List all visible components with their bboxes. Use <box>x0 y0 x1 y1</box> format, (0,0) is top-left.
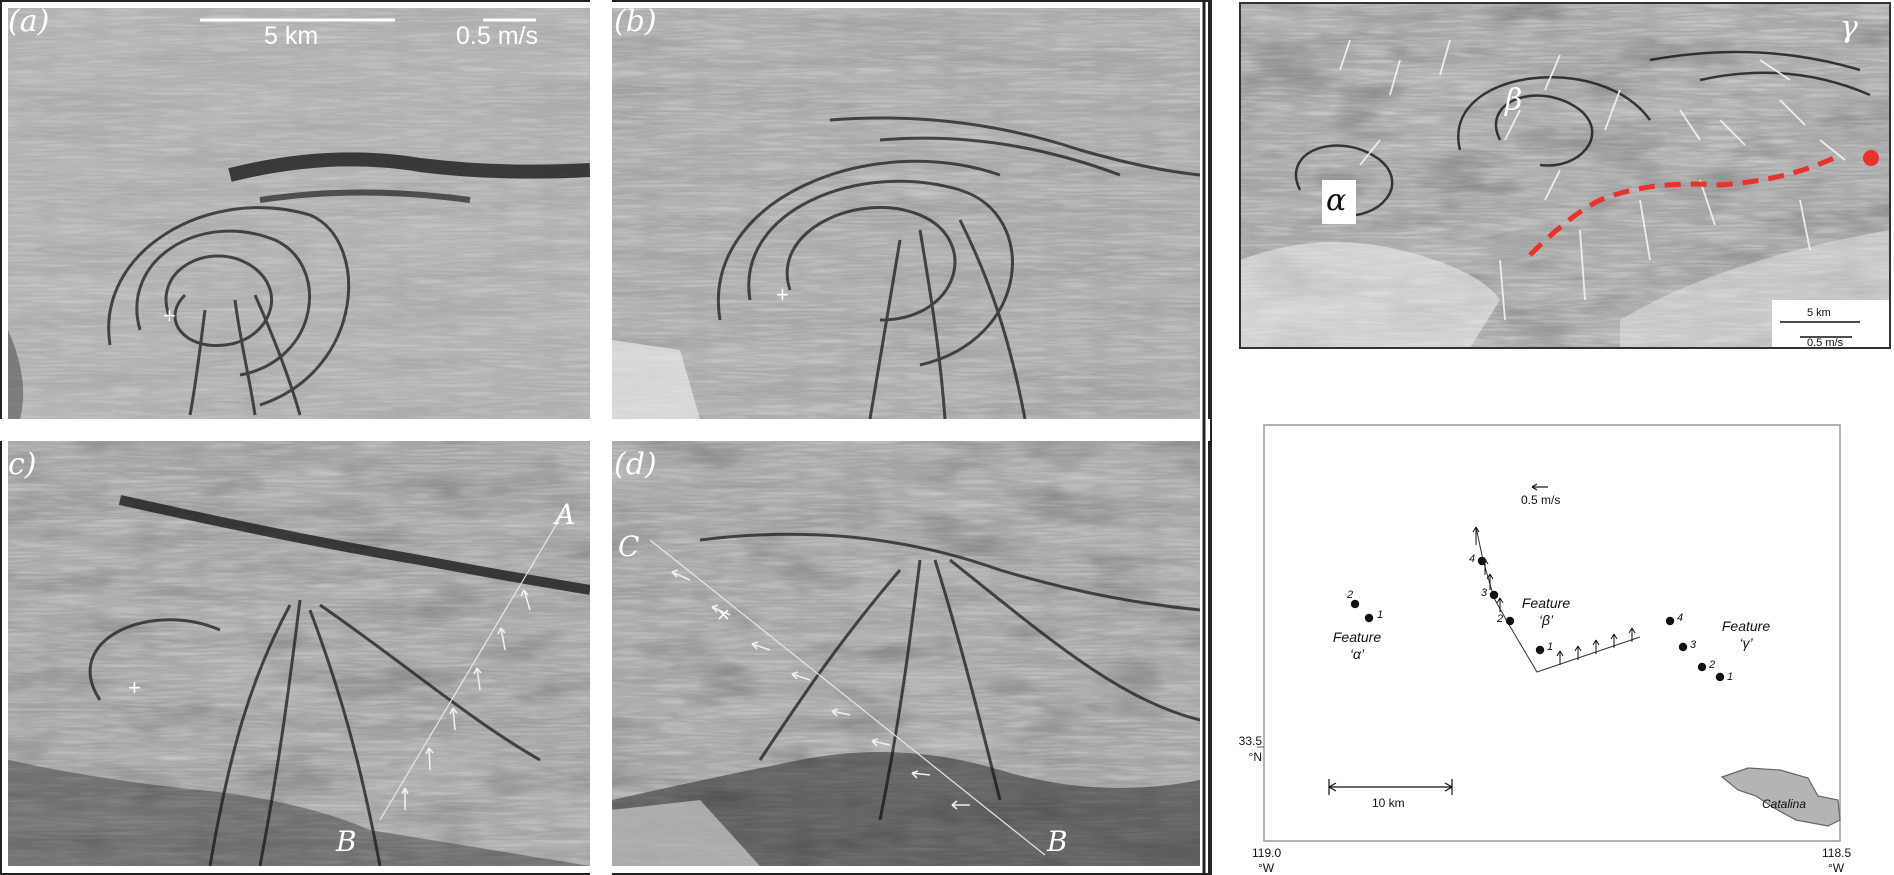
lon-left-value: 119.0 <box>1252 846 1282 860</box>
gamma-point-3 <box>1678 642 1688 652</box>
overview-distance-label: 5 km <box>1807 307 1831 319</box>
gamma-point-2 <box>1697 662 1707 672</box>
beta-point-1-label: 1 <box>1547 641 1554 653</box>
map-velocity-scale-label: 0.5 m/s <box>1521 493 1561 507</box>
beta-track <box>1475 526 1641 673</box>
gamma-point-3-label: 3 <box>1690 639 1697 651</box>
beta-point-3 <box>1489 590 1499 600</box>
panel-a-label: (a) <box>8 4 50 39</box>
gamma-point-2-label: 2 <box>1709 659 1716 671</box>
panel-d-label: (d) <box>614 447 657 482</box>
feature-map <box>1257 424 1841 842</box>
lat-label-value: 33.5 <box>1238 734 1262 748</box>
panel-b-label: (b) <box>614 4 657 39</box>
panel-c-transect-line <box>379 509 566 821</box>
overview-velocity-label: 0.5 m/s <box>1807 337 1844 349</box>
beta-point-4 <box>1477 556 1487 566</box>
panel-d-transect-line <box>649 539 1046 856</box>
catalina-label: Catalina <box>1762 797 1807 811</box>
alpha-label-box <box>1322 180 1356 224</box>
panel-c-eddy-filaments <box>88 599 541 866</box>
gamma-point-1 <box>1715 672 1725 682</box>
panel-b-center-marker: + <box>776 282 789 307</box>
panel-a-center-marker: + <box>163 303 176 328</box>
beta-point-4-label: 4 <box>1469 553 1476 565</box>
panel-d-label-C: C <box>618 530 640 563</box>
panel-d-center-marker: × <box>717 602 730 627</box>
beta-point-3-label: 3 <box>1481 587 1488 599</box>
lon-right-unit: °W <box>1828 861 1845 875</box>
panel-c-center-marker: + <box>128 675 141 700</box>
panel-c-label: c) <box>8 447 37 482</box>
overview-feature-alpha: α <box>1326 183 1347 218</box>
alpha-point-2-label: 2 <box>1347 589 1354 601</box>
map-distance-scale-label: 10 km <box>1372 796 1405 810</box>
distance-scale-label: 5 km <box>264 22 319 50</box>
alpha-point-1-label: 1 <box>1377 609 1384 621</box>
velocity-scale-label: 0.5 m/s <box>456 22 538 50</box>
feature-alpha-label: Feature ‘α’ <box>1332 629 1382 662</box>
overview-eddies <box>1294 50 1871 217</box>
feature-beta-label: Feature ‘β’ <box>1521 595 1571 628</box>
panel-c-label-A: A <box>555 498 576 531</box>
lon-left-unit: °W <box>1258 861 1275 875</box>
lon-right-value: 118.5 <box>1822 846 1852 860</box>
panel-b: + <box>612 8 1200 419</box>
overview-velocity-vectors <box>1339 39 1846 321</box>
alpha-point-1 <box>1364 613 1374 623</box>
overview-scale-box <box>1772 300 1890 348</box>
panel-d-velocity-arrows <box>671 569 970 810</box>
panel-d-label-B: B <box>1047 825 1068 858</box>
overview-feature-gamma: γ <box>1840 10 1858 45</box>
gamma-point-4 <box>1665 616 1675 626</box>
feature-gamma-label: Feature ‘γ’ <box>1721 618 1771 651</box>
overview-feature-beta: β <box>1505 83 1523 118</box>
panel-d-eddy-filaments <box>699 532 1200 821</box>
panel-d: × <box>612 441 1200 866</box>
overview-front-endpoint <box>1863 150 1879 166</box>
gamma-point-1-label: 1 <box>1727 671 1734 683</box>
beta-point-2-label: 2 <box>1497 613 1504 625</box>
beta-velocity-arrows <box>1472 526 1636 665</box>
lat-label-unit: °N <box>1248 750 1262 764</box>
overview-panel <box>1240 3 1890 348</box>
panel-a: + <box>8 8 590 419</box>
panel-c-label-B: B <box>336 825 357 858</box>
overview-front-line <box>1528 152 1842 257</box>
beta-point-1 <box>1535 645 1545 655</box>
panel-b-eddy-spiral <box>716 116 1200 419</box>
panel-c: + <box>8 441 590 866</box>
beta-point-2 <box>1505 616 1515 626</box>
panel-c-velocity-arrows <box>401 589 531 810</box>
gamma-point-4-label: 4 <box>1677 612 1684 624</box>
panel-a-eddy-spiral <box>107 206 350 416</box>
catalina-island <box>1720 767 1841 827</box>
alpha-point-2 <box>1350 599 1360 609</box>
